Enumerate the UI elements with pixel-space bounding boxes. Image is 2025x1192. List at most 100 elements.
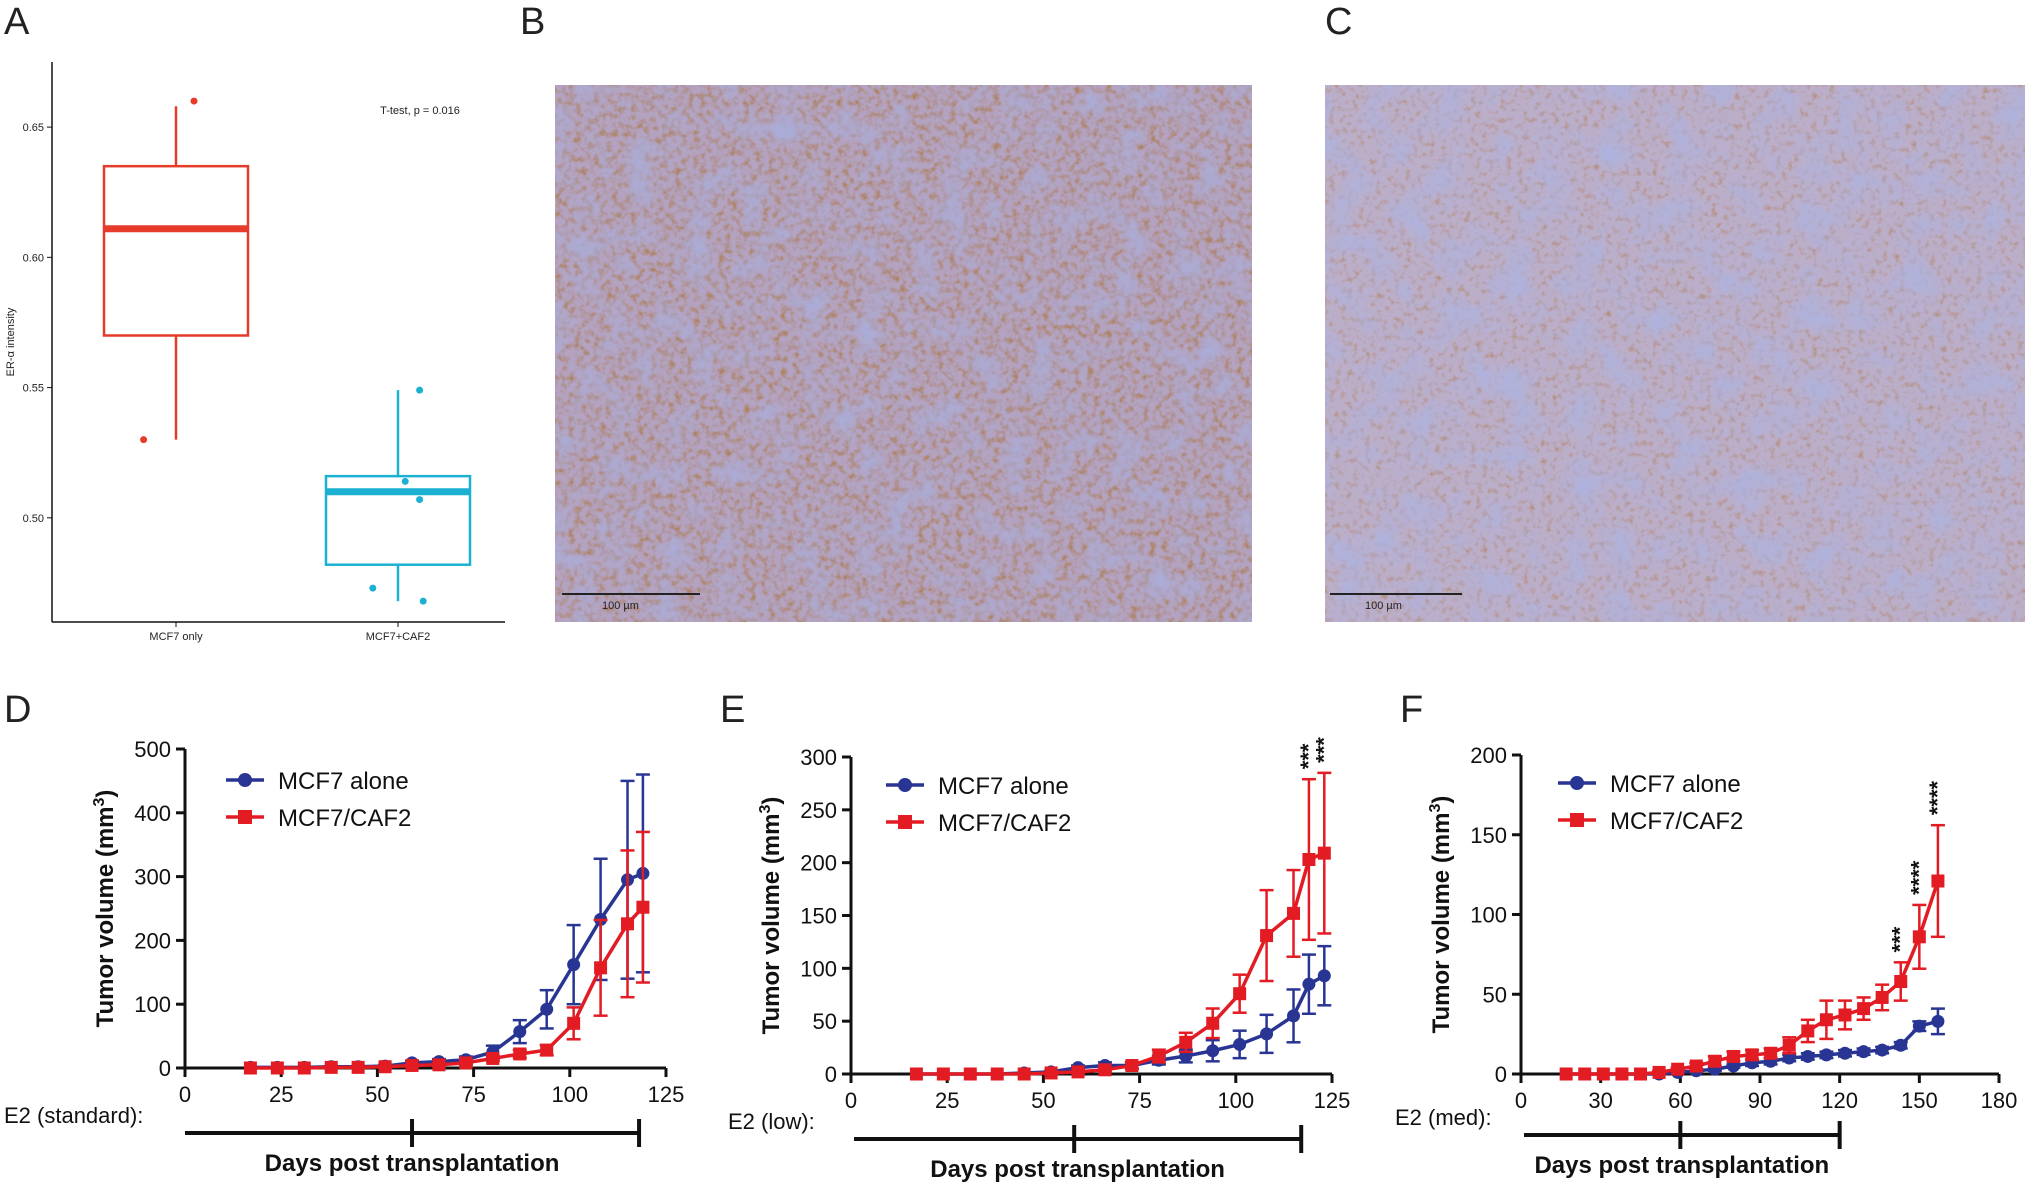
d-point [594, 961, 608, 975]
a-box [324, 474, 472, 566]
e-legend-label: MCF7 alone [938, 773, 1069, 800]
f-x-tick-label: 150 [1901, 1088, 1938, 1113]
d-legend-label: MCF7 alone [278, 768, 409, 795]
f-point [1912, 1019, 1926, 1033]
d-y-tick-label: 400 [134, 801, 171, 826]
f-point [1819, 1013, 1833, 1027]
e-x-tick-label: 75 [1127, 1088, 1151, 1113]
e-series-line-2 [916, 851, 1325, 1076]
f-point [1782, 1038, 1796, 1052]
panel-letter-c: C [1325, 1, 1352, 43]
a-annotation: T-test, p = 0.016 [380, 105, 460, 117]
scale-bar-c-label: 100 µm [1365, 600, 1402, 612]
d-point [243, 1061, 257, 1075]
chart-d-growth: 0 100 200 300 400 500 0 25 50 75 100 125 Tumor volum… [4, 737, 684, 1177]
e-point [1071, 1065, 1085, 1079]
d-point [405, 1058, 419, 1072]
f-point [1838, 1008, 1852, 1022]
e-x-tick-label: 125 [1314, 1088, 1351, 1113]
d-point [621, 917, 635, 931]
f-legend-label: MCF7 alone [1610, 771, 1741, 798]
d-x-tick-label: 25 [269, 1082, 293, 1107]
d-series-line-1 [250, 871, 644, 1070]
e-point [1017, 1067, 1031, 1081]
chart-a-boxplot: 0.50 0.55 0.60 0.65 ER-α intensity T-test, p … [5, 62, 505, 643]
d-point [378, 1060, 392, 1074]
f-point [1819, 1048, 1833, 1062]
a-y-tick-label: 0.55 [23, 383, 44, 395]
a-box [102, 164, 250, 337]
f-point [1559, 1067, 1573, 1081]
f-point [1838, 1046, 1852, 1060]
e-point [1287, 906, 1301, 920]
e-point [1260, 929, 1274, 943]
chart-f-growth: 0 50 100 150 200 0 30 60 90 120 150 180 Tumor volume… [1395, 743, 2017, 1179]
d-y-axis-title: Tumor volume (mm3) [91, 790, 119, 1028]
d-point [351, 1060, 365, 1074]
a-data-point [140, 436, 148, 444]
f-y-axis-title: Tumor volume (mm3) [1427, 796, 1455, 1034]
d-point [324, 1060, 338, 1074]
a-data-point [419, 597, 427, 605]
a-y-tick-label: 0.65 [23, 122, 44, 134]
d-y-tick-label: 300 [134, 865, 171, 890]
d-x-tick-label: 0 [179, 1082, 191, 1107]
e-point [909, 1067, 923, 1081]
f-point [1931, 1014, 1945, 1028]
d-point [486, 1051, 500, 1065]
d-legend-label: MCF7/CAF2 [278, 805, 411, 832]
e-y-tick-label: 100 [800, 956, 837, 981]
panel-letter-f: F [1400, 689, 1423, 731]
e-point [1317, 969, 1331, 983]
e-y-tick-label: 150 [800, 904, 837, 929]
f-x-tick-label: 0 [1515, 1088, 1527, 1113]
e-legend-label: MCF7/CAF2 [938, 810, 1071, 837]
d-y-tick-label: 200 [134, 928, 171, 953]
d-x-tick-label: 100 [551, 1082, 588, 1107]
d-legend-marker [238, 773, 252, 787]
e-x-tick-label: 50 [1031, 1088, 1055, 1113]
e-y-axis-title: Tumor volume (mm3) [757, 797, 785, 1035]
d-point [297, 1061, 311, 1075]
a-data-point [416, 386, 424, 394]
f-x-tick-label: 180 [1981, 1088, 2018, 1113]
f-point [1857, 1045, 1871, 1059]
f-e2-label: E2 (med): [1395, 1105, 1492, 1130]
e-point [1098, 1063, 1112, 1077]
a-y-axis-label: ER-α intensity [5, 307, 17, 376]
d-series-line-2 [250, 906, 645, 1070]
e-point [963, 1067, 977, 1081]
micrograph-b: 100 µm [555, 85, 1252, 622]
f-point [1708, 1054, 1722, 1068]
d-y-tick-label: 500 [134, 737, 171, 762]
f-point [1894, 1038, 1908, 1052]
e-x-tick-label: 25 [935, 1088, 959, 1113]
d-point [513, 1025, 527, 1039]
f-point [1689, 1059, 1703, 1073]
e-point [1206, 1044, 1220, 1058]
d-point [513, 1047, 527, 1061]
e-point [1125, 1059, 1139, 1073]
f-legend-label: MCF7/CAF2 [1610, 808, 1743, 835]
e-y-tick-label: 50 [813, 1009, 837, 1034]
f-significance-stars: **** [1925, 780, 1950, 815]
e-x-tick-label: 0 [845, 1088, 857, 1113]
f-point [1615, 1067, 1629, 1081]
a-data-point [369, 584, 377, 592]
f-x-tick-label: 120 [1821, 1088, 1858, 1113]
f-y-tick-label: 100 [1470, 903, 1507, 928]
e-point [1179, 1035, 1193, 1049]
f-y-tick-label: 200 [1470, 743, 1507, 768]
d-e2-label: E2 (standard): [4, 1103, 143, 1128]
a-data-point [401, 477, 409, 485]
f-x-tick-label: 90 [1748, 1088, 1772, 1113]
f-point [1894, 974, 1908, 988]
e-point [1206, 1016, 1220, 1030]
d-point [636, 900, 650, 914]
f-point [1764, 1046, 1778, 1060]
e-point [1287, 1009, 1301, 1023]
d-point [540, 1043, 554, 1057]
f-legend-marker [1570, 776, 1584, 790]
f-y-tick-label: 50 [1483, 982, 1507, 1007]
